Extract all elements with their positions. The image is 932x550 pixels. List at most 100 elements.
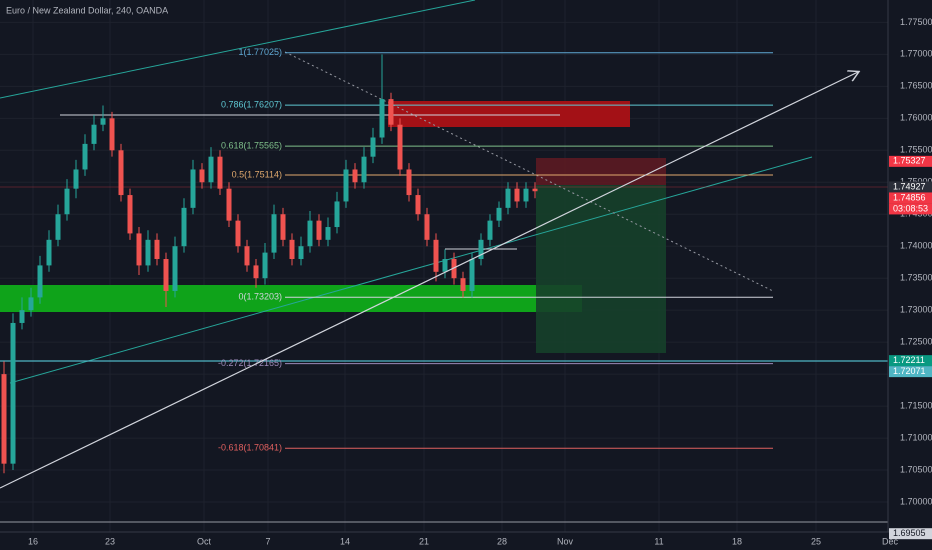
price-tag-label: 1.72071: [893, 366, 926, 376]
candle-body: [37, 265, 43, 298]
y-tick-label: 1.71000: [900, 432, 932, 442]
price-tag-label: 1.69505: [893, 528, 926, 538]
fib-label: 0.786(1.76207): [221, 99, 282, 109]
candle-body: [199, 169, 205, 183]
x-tick-label: 16: [28, 536, 38, 546]
x-tick-label: 28: [497, 536, 507, 546]
x-tick-label: Dec: [882, 536, 899, 546]
candle-body: [379, 99, 385, 138]
x-tick-label: 21: [419, 536, 429, 546]
stop-box: [536, 158, 666, 185]
candle-body: [100, 118, 106, 125]
candle-body: [505, 188, 511, 208]
price-tag: [889, 355, 932, 367]
candle-body: [343, 169, 349, 202]
price-tag-label: 1.74856: [893, 192, 926, 202]
fib-trend: [284, 51, 774, 292]
candle-body: [10, 322, 16, 464]
x-tick-label: Oct: [197, 536, 212, 546]
x-tick-label: Nov: [557, 536, 574, 546]
candle-body: [64, 188, 70, 215]
candle-body: [1, 374, 7, 464]
candle-body: [451, 259, 457, 279]
x-tick-label: 7: [265, 536, 270, 546]
candle-body: [154, 239, 160, 260]
x-tick-label: 14: [340, 536, 350, 546]
y-tick-label: 1.70000: [900, 496, 932, 506]
candle-body: [73, 169, 79, 189]
candle-body: [28, 297, 34, 311]
candle-body: [361, 156, 367, 183]
candle-body: [19, 310, 25, 323]
candle-body: [208, 156, 214, 183]
fib-levels: 1(1.77025) 0.786(1.76207) 0.618(1.75565) 0.…: [218, 47, 773, 453]
candle-body: [469, 259, 475, 291]
price-tag: [889, 192, 932, 204]
candle-body: [406, 169, 412, 196]
fib-label: 1(1.77025): [238, 47, 282, 57]
fib-label: 0.5(1.75114): [232, 169, 282, 179]
demand-zone: [0, 285, 582, 312]
candle-body: [55, 214, 61, 240]
axes: 1.775001.770001.765001.760001.755001.750…: [28, 17, 932, 546]
x-tick-label: 25: [811, 536, 821, 546]
candle-body: [118, 150, 124, 196]
candle-body: [397, 124, 403, 170]
fib-label: 0(1.73203): [238, 292, 282, 302]
candle-body: [424, 214, 430, 240]
candle-body: [370, 137, 376, 157]
trend-line: [9, 156, 813, 384]
target-box: [536, 185, 666, 353]
price-tag-label: 1.74927: [893, 181, 926, 191]
candle-body: [514, 188, 520, 202]
candle-body: [145, 239, 151, 266]
x-tick-label: 23: [105, 536, 115, 546]
trend-arrow: [0, 72, 858, 489]
candle-body: [244, 246, 250, 266]
candle-body: [298, 246, 304, 260]
fib-label: -0.272(1.72165): [218, 358, 282, 368]
candle-body: [163, 259, 169, 291]
price-tag-label: 1.72211: [893, 355, 925, 365]
y-tick-label: 1.73500: [900, 273, 932, 283]
y-tick-label: 1.76000: [900, 113, 932, 123]
candle-body: [172, 246, 178, 291]
candle-body: [253, 265, 259, 279]
price-tag: [889, 366, 932, 378]
candle-body: [316, 220, 322, 240]
price-tag-label: 1.75327: [893, 156, 926, 166]
y-tick-label: 1.73000: [900, 305, 932, 315]
trend-line: [0, 0, 476, 99]
candle-body: [235, 220, 241, 247]
y-tick-label: 1.74000: [900, 241, 932, 251]
candle-body: [91, 124, 97, 144]
fib-label: -0.618(1.70841): [218, 443, 282, 453]
countdown-tag: [889, 203, 932, 215]
candle-body: [82, 143, 88, 170]
candle-body: [271, 214, 277, 253]
candle-body: [415, 195, 421, 215]
candle-body: [109, 118, 115, 151]
x-tick-label: 18: [732, 536, 742, 546]
y-tick-label: 1.77500: [900, 17, 932, 27]
y-tick-label: 1.75500: [900, 145, 932, 155]
candle-body: [217, 156, 223, 189]
y-tick-label: 1.71500: [900, 400, 932, 410]
candle-body: [226, 188, 232, 221]
candle-body: [190, 169, 196, 208]
price-axis: [888, 0, 932, 550]
candle-body: [46, 239, 52, 266]
candle-body: [352, 169, 358, 183]
chart-title: Euro / New Zealand Dollar, 240, OANDA: [6, 5, 168, 15]
candle-body: [523, 188, 529, 202]
candle-body: [127, 195, 133, 234]
candle-body: [487, 220, 493, 240]
candle-body: [478, 239, 484, 260]
candle-body: [325, 227, 331, 240]
candle-body: [442, 259, 448, 272]
x-tick-label: 11: [654, 536, 663, 546]
price-tag: [889, 155, 932, 167]
candle-body: [532, 188, 538, 192]
